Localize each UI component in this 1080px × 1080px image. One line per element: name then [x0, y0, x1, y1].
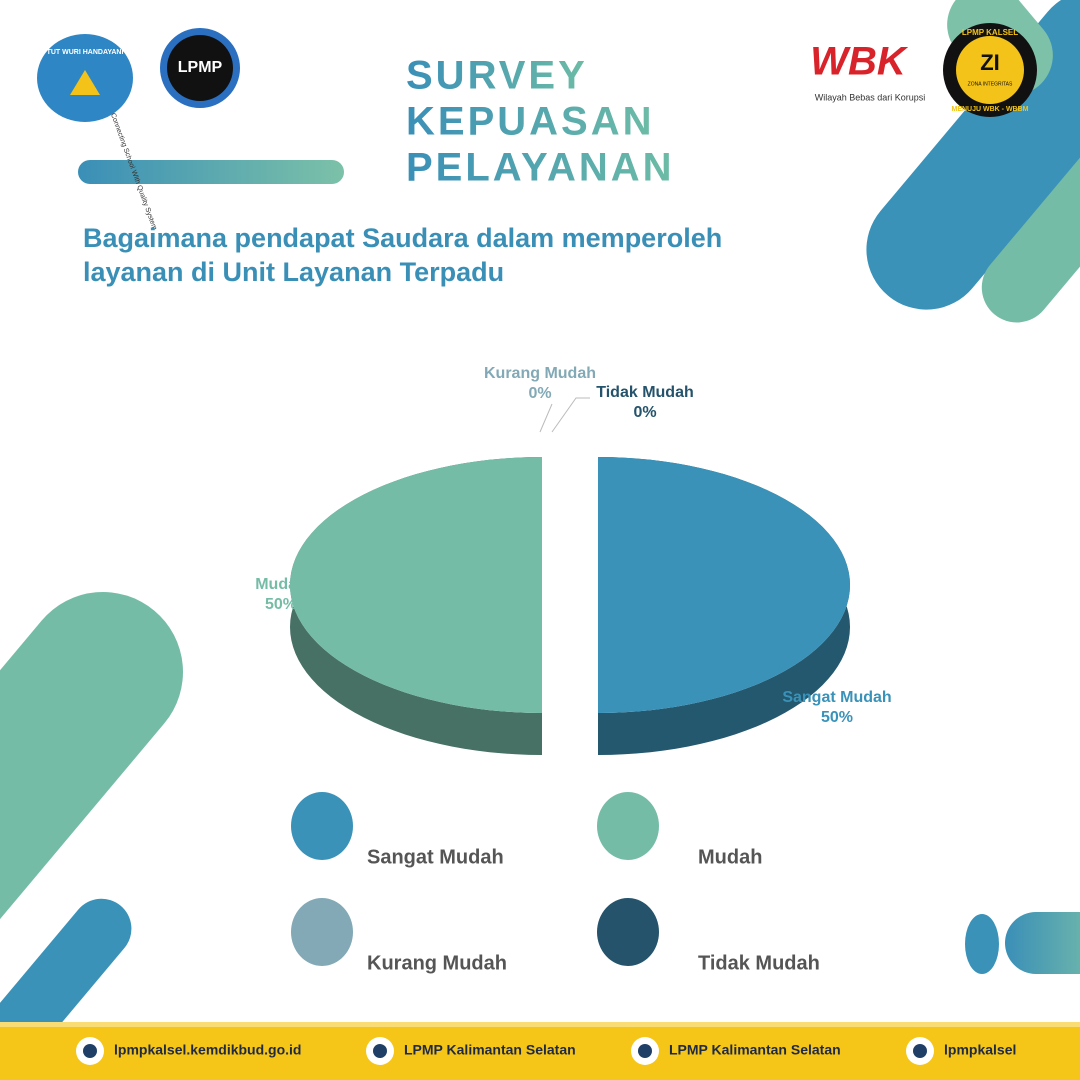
logo-text: ZI	[980, 50, 1000, 75]
logo-wbk: WBK Wilayah Bebas dari Korupsi	[810, 40, 925, 103]
legend: Sangat Mudah Mudah Kurang Mudah Tidak Mudah	[291, 792, 820, 974]
question: Bagaimana pendapat Saudara dalam mempero…	[83, 223, 722, 287]
title: SURVEY KEPUASAN PELAYANAN	[406, 54, 675, 190]
logo-text: LPMP KALSEL	[962, 28, 1018, 37]
question-line: layanan di Unit Layanan Terpadu	[83, 257, 504, 287]
footer-text: lpmpkalsel	[944, 1042, 1016, 1058]
logo-text: WBK	[810, 40, 909, 84]
data-label-value: 50%	[265, 596, 297, 613]
footer-icon-glyph	[373, 1044, 387, 1058]
logo-text: MENUJU WBK - WBBM	[952, 106, 1029, 113]
footer-icon-glyph	[913, 1044, 927, 1058]
legend-label: Sangat Mudah	[367, 846, 504, 868]
footer-icon-glyph	[638, 1044, 652, 1058]
footer-text: LPMP Kalimantan Selatan	[404, 1042, 576, 1058]
logo-tut-wuri: TUT WURI HANDAYANI	[37, 34, 133, 122]
footer-text: lpmpkalsel.kemdikbud.go.id	[114, 1042, 301, 1058]
data-label-name: Mudah	[255, 576, 307, 593]
legend-swatch	[597, 792, 659, 860]
legend-label: Kurang Mudah	[367, 952, 507, 974]
data-label-name: Kurang Mudah	[484, 365, 596, 382]
data-label-name: Tidak Mudah	[596, 384, 694, 401]
leader-line	[551, 397, 590, 433]
pie-slice	[598, 457, 850, 713]
logo-text: ZONA INTEGRITAS	[968, 81, 1013, 87]
footer-items: lpmpkalsel.kemdikbud.go.id LPMP Kalimanta…	[76, 1037, 1016, 1065]
data-label-value: 0%	[633, 404, 656, 421]
logo-text: LPMP	[178, 59, 223, 76]
legend-swatch	[597, 898, 659, 966]
legend-label: Mudah	[698, 846, 762, 868]
legend-swatch	[291, 898, 353, 966]
logo-text: TUT WURI HANDAYANI	[47, 49, 124, 56]
logo-zi: LPMP KALSEL ZI ZONA INTEGRITAS MENUJU WB…	[943, 23, 1037, 117]
data-label-value: 50%	[821, 709, 853, 726]
legend-swatch	[291, 792, 353, 860]
pie-chart: Sangat Mudah 50% Mudah 50% Kurang Mudah 0% Tid…	[255, 365, 892, 755]
title-line: KEPUASAN	[406, 100, 654, 144]
data-label-value: 0%	[528, 385, 551, 402]
footer-text: LPMP Kalimantan Selatan	[669, 1042, 841, 1058]
data-label-name: Sangat Mudah	[782, 689, 891, 706]
leader-line	[539, 403, 553, 433]
pie-slice	[290, 457, 542, 713]
title-line: PELAYANAN	[406, 146, 675, 190]
question-line: Bagaimana pendapat Saudara dalam mempero…	[83, 223, 722, 253]
footer-icon-glyph	[83, 1044, 97, 1058]
logo-tagline: Wilayah Bebas dari Korupsi	[815, 92, 926, 102]
title-line: SURVEY	[406, 54, 588, 98]
legend-label: Tidak Mudah	[698, 952, 820, 974]
footer	[0, 1022, 1080, 1080]
